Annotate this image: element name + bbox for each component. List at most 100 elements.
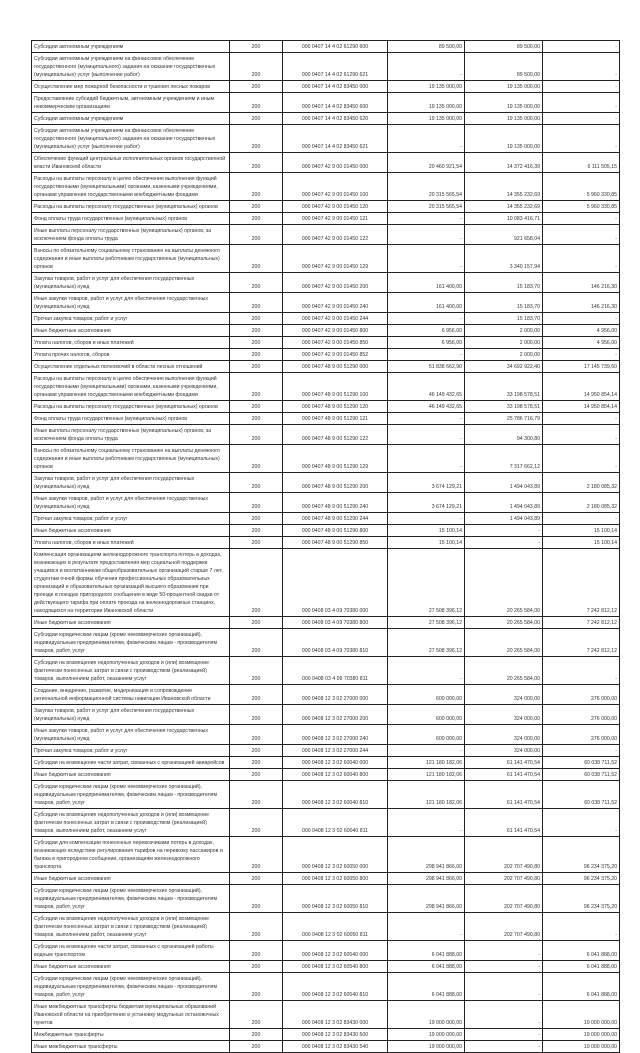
row-description: Субсидии на возмещение части затрат, свя… [31,756,230,769]
table-row: Прочая закупка товаров, работ и услуг 200… [31,312,620,325]
row-executed-amount: 7 317 662,12 [464,444,543,473]
table-row: Фонд оплаты труда государственных (муниц… [31,412,620,425]
row-unexecuted-amount: 17 145 739,60 [542,360,620,373]
row-executed-amount: 14 355 232,69 [464,172,543,201]
row-approved-amount: 298 941 866,00 [387,884,465,913]
row-approved-amount: 6 956,00 [387,324,465,337]
row-executed-amount: 94 300,80 [464,424,543,445]
row-unexecuted-amount: 19 000 000,00 [542,1028,620,1041]
row-budget-code: 000 0407 48 9 00 51290 121 [282,412,388,425]
row-executed-amount: 19 135 000,00 [464,112,543,125]
table-row: Субсидии юридическим лицам (кроме некомм… [31,628,620,657]
row-line-code: 200 [229,780,283,809]
row-line-code: 200 [229,424,283,445]
table-row: Иные закупки товаров, работ и услуг для … [31,724,620,745]
row-unexecuted-amount: 96 234 375,20 [542,884,620,913]
row-budget-code: 000 0407 42 9 00 01450 129 [282,244,388,273]
table-row: Субсидии на возмещение части затрат, свя… [31,940,620,961]
row-line-code: 200 [229,152,283,173]
row-description: Иные бюджетные ассигнования [31,324,230,337]
table-row: Осуществление мер пожарной безопасности … [31,80,620,93]
row-budget-code: 000 0407 48 9 00 51290 244 [282,512,388,525]
row-line-code: 200 [229,212,283,225]
row-unexecuted-amount: 15 100,14 [542,524,620,537]
row-executed-amount: 20 265 584,00 [464,616,543,629]
table-row: Субсидии автономным учреждениям на финан… [31,52,620,81]
row-approved-amount: - [387,312,465,325]
row-unexecuted-amount: 96 234 375,20 [542,836,620,873]
row-line-code: 200 [229,884,283,913]
row-unexecuted-amount: 6 041 888,00 [542,972,620,1001]
table-row: Иные бюджетные ассигнования 200 000 0408 1… [31,768,620,781]
row-line-code: 200 [229,972,283,1001]
row-executed-amount: 202 707 490,80 [464,836,543,873]
row-line-code: 200 [229,292,283,313]
row-executed-amount: - [464,1040,543,1053]
row-unexecuted-amount: 19 000 000,00 [542,1040,620,1053]
row-description: Субсидии на возмещение части затрат, свя… [31,940,230,961]
row-unexecuted-amount: 6 111 505,15 [542,152,620,173]
row-description: Осуществление отдельных полномочий в обл… [31,360,230,373]
row-approved-amount: 600 000,00 [387,704,465,725]
row-line-code: 200 [229,704,283,725]
row-budget-code: 000 0407 42 9 00 01450 000 [282,152,388,173]
table-row: Уплата прочих налогов, сборов 200 000 0407… [31,348,620,361]
row-executed-amount: 202 707 490,80 [464,884,543,913]
row-budget-code: 000 0407 14 4 02 61290 621 [282,52,388,81]
table-row: Субсидии на возмещение части затрат, свя… [31,756,620,769]
row-unexecuted-amount: 6 041 888,00 [542,940,620,961]
row-budget-code: 000 0408 12 3 02 27000 200 [282,704,388,725]
row-budget-code: 000 0407 42 9 00 01450 800 [282,324,388,337]
row-budget-code: 000 0407 42 9 00 01450 852 [282,348,388,361]
table-row: Субсидии юридическим лицам (кроме некомм… [31,780,620,809]
row-approved-amount: 20 315 565,54 [387,200,465,213]
row-line-code: 200 [229,836,283,873]
row-budget-code: 000 0408 12 3 02 60050 800 [282,872,388,885]
table-row: Предоставление субсидий бюджетным, автон… [31,92,620,113]
row-line-code: 200 [229,40,283,53]
row-budget-code: 000 0407 42 9 00 01450 244 [282,312,388,325]
row-approved-amount: 89 500,00 [387,40,465,53]
row-approved-amount: - [387,212,465,225]
row-line-code: 200 [229,412,283,425]
row-approved-amount: - [387,412,465,425]
row-unexecuted-amount: - [542,52,620,81]
table-row: Субсидии юридическим лицам (кроме некомм… [31,972,620,1001]
row-line-code: 200 [229,1000,283,1029]
row-unexecuted-amount: - [542,40,620,53]
row-budget-code: 000 0408 12 3 02 60040 810 [282,780,388,809]
table-row: Субсидии на возмещение недополученных до… [31,656,620,685]
row-approved-amount: 20 460 921,54 [387,152,465,173]
table-row: Обеспечение функций центральных исполнит… [31,152,620,173]
row-line-code: 200 [229,348,283,361]
row-unexecuted-amount: 60 038 711,52 [542,768,620,781]
row-executed-amount: 202 707 490,80 [464,872,543,885]
row-line-code: 200 [229,372,283,401]
row-executed-amount: 61 141 470,54 [464,768,543,781]
row-unexecuted-amount: 60 038 711,52 [542,780,620,809]
row-line-code: 200 [229,768,283,781]
row-approved-amount: 600 000,00 [387,684,465,705]
row-line-code: 200 [229,492,283,513]
row-unexecuted-amount: - [542,512,620,525]
row-budget-code: 000 0407 14 4 02 61290 600 [282,40,388,53]
row-approved-amount: 298 941 866,00 [387,872,465,885]
row-description: Компенсация организациям железнодорожног… [31,548,230,617]
row-approved-amount: 27 508 396,12 [387,616,465,629]
row-approved-amount: - [387,912,465,941]
row-unexecuted-amount: - [542,312,620,325]
row-budget-code: 000 0408 12 3 02 27000 244 [282,744,388,757]
row-unexecuted-amount: 146 216,30 [542,272,620,293]
row-description: Субсидии на возмещение недополученных до… [31,912,230,941]
row-description: Иные межбюджетные трансферты бюджетам му… [31,1000,230,1029]
row-unexecuted-amount: 7 242 812,12 [542,548,620,617]
table-row: Субсидии для компенсации понесенных пере… [31,836,620,873]
row-unexecuted-amount: - [542,444,620,473]
table-row: Взносы по обязательному социальному стра… [31,444,620,473]
row-approved-amount: - [387,424,465,445]
row-budget-code: 000 0408 12 3 02 60540 810 [282,972,388,1001]
row-line-code: 200 [229,124,283,153]
row-executed-amount: 33 198 578,51 [464,372,543,401]
row-line-code: 200 [229,628,283,657]
row-budget-code: 000 0408 12 3 02 60050 811 [282,912,388,941]
